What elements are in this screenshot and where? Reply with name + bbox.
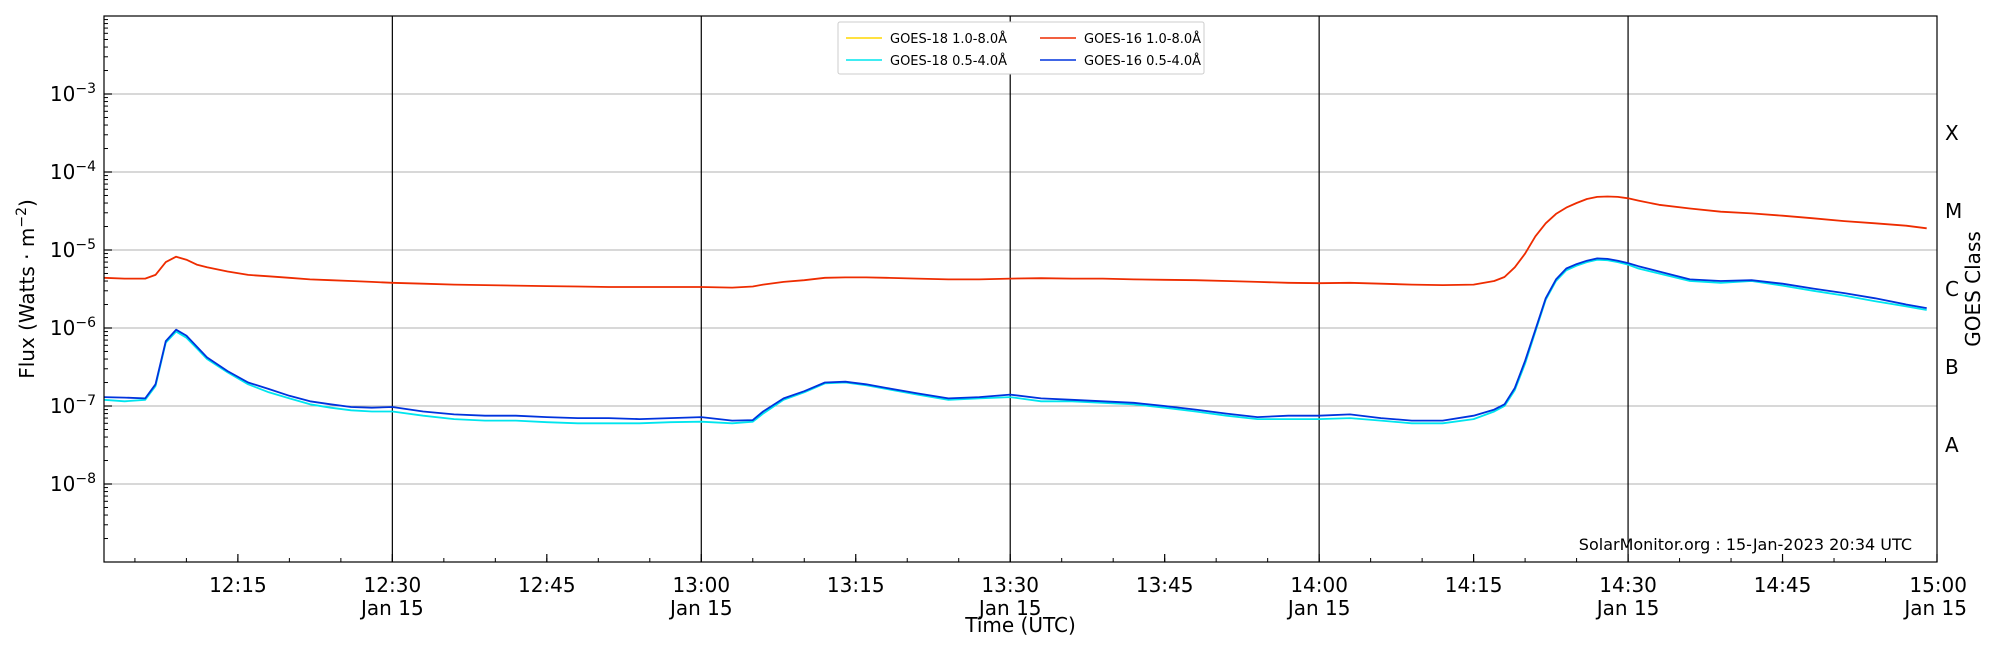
goes-class-x: X <box>1945 121 1959 145</box>
x-tick-time: 12:30 <box>364 573 422 597</box>
x-tick-time: 14:45 <box>1754 573 1812 597</box>
y-tick-base: 10 <box>50 394 75 418</box>
y-axis-label: Flux (Watts · m−2) <box>14 199 39 379</box>
y-tick-base: 10 <box>50 316 75 340</box>
goes-class-m: M <box>1945 199 1962 223</box>
x-tick-time: 14:15 <box>1445 573 1503 597</box>
x-tick-time: 12:15 <box>209 573 267 597</box>
y-axis-right-label: GOES Class <box>1961 231 1985 347</box>
plot-frame <box>103 15 1938 563</box>
legend-box <box>837 21 1205 75</box>
x-tick-time: 13:45 <box>1136 573 1194 597</box>
y-tick-base: 10 <box>50 472 75 496</box>
goes-class-labels: A B C M X <box>1945 121 1962 457</box>
legend: GOES-18 1.0-8.0Å GOES-18 0.5-4.0Å GOES-16 … <box>837 21 1205 75</box>
y-tick-exponent: −8 <box>75 471 96 487</box>
y-axis-label-main: Flux (Watts · m <box>15 228 39 379</box>
goes-class-c: C <box>1945 277 1959 301</box>
y-tick-exponent: −3 <box>75 81 96 97</box>
y-tick-label: 10−3 <box>50 81 96 106</box>
legend-label-0: GOES-18 1.0-8.0Å <box>890 31 1007 47</box>
y-tick-label: 10−7 <box>50 393 96 418</box>
series-lines <box>103 195 1927 425</box>
y-tick-base: 10 <box>50 82 75 106</box>
series-line-3 <box>103 257 1927 422</box>
y-tick-label: 10−4 <box>50 159 96 184</box>
y-tick-label: 10−6 <box>50 315 96 340</box>
x-tick-time: 13:00 <box>672 573 730 597</box>
y-tick-base: 10 <box>50 238 75 262</box>
x-tick-time: 14:00 <box>1290 573 1348 597</box>
x-tick-date: Jan 15 <box>977 596 1042 620</box>
y-axis-label-exponent: −2 <box>14 207 30 228</box>
x-tick-date: Jan 15 <box>1595 596 1660 620</box>
y-axis-ticks: 10−810−710−610−510−410−3 <box>50 19 112 540</box>
y-tick-exponent: −6 <box>75 315 96 331</box>
y-tick-exponent: −5 <box>75 237 96 253</box>
x-axis-label: Time (UTC) <box>964 613 1076 637</box>
legend-label-1: GOES-18 0.5-4.0Å <box>890 53 1007 69</box>
goes-class-b: B <box>1945 355 1959 379</box>
y-tick-label: 10−5 <box>50 237 96 262</box>
day-divider-lines <box>391 16 1629 562</box>
x-tick-time: 13:30 <box>981 573 1039 597</box>
x-tick-time: 12:45 <box>518 573 576 597</box>
x-tick-time: 15:00 <box>1909 573 1967 597</box>
gridlines <box>104 93 1937 485</box>
goes-class-a: A <box>1945 433 1959 457</box>
x-tick-time: 13:15 <box>827 573 885 597</box>
legend-label-2: GOES-16 1.0-8.0Å <box>1084 31 1201 47</box>
y-tick-exponent: −4 <box>75 159 96 175</box>
series-line-1 <box>103 258 1927 425</box>
y-tick-base: 10 <box>50 160 75 184</box>
y-tick-exponent: −7 <box>75 393 96 409</box>
y-axis-label-close: ) <box>15 199 39 207</box>
x-tick-date: Jan 15 <box>359 596 424 620</box>
x-tick-date: Jan 15 <box>1286 596 1351 620</box>
y-tick-label: 10−8 <box>50 471 96 496</box>
watermark-text: SolarMonitor.org : 15-Jan-2023 20:34 UTC <box>1579 535 1912 554</box>
x-tick-time: 14:30 <box>1599 573 1657 597</box>
legend-label-3: GOES-16 0.5-4.0Å <box>1084 53 1201 69</box>
x-tick-date: Jan 15 <box>1902 596 1967 620</box>
series-line-2 <box>103 195 1927 289</box>
x-tick-date: Jan 15 <box>668 596 733 620</box>
